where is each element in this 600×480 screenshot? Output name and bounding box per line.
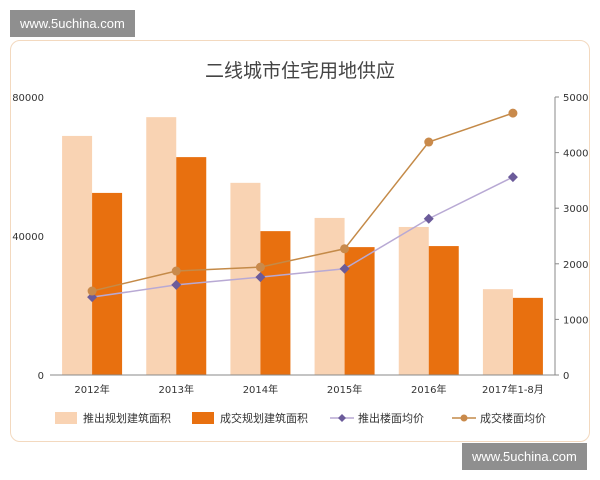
y-right-tick-label: 0	[563, 371, 569, 382]
x-tick-label: 2015年	[327, 383, 362, 396]
x-tick-label: 2014年	[243, 383, 278, 396]
line-sold-price	[91, 112, 514, 292]
bar-planned-1	[146, 117, 177, 375]
legend-label-2: 推出楼面均价	[358, 411, 424, 425]
point-planned-price-2	[255, 272, 266, 283]
legend-swatch-0	[55, 412, 77, 424]
bar-planned-3	[314, 217, 345, 375]
legend-marker-2	[338, 414, 346, 422]
point-planned-price-5	[507, 172, 518, 183]
point-planned-price-3	[339, 263, 350, 274]
x-tick-label: 2016年	[411, 383, 446, 396]
y-left-tick-label: 0	[38, 371, 44, 382]
point-planned-price-4	[423, 213, 434, 224]
point-sold-price-3	[340, 244, 350, 254]
y-right-tick-label: 3000	[563, 204, 588, 215]
legend-label-3: 成交楼面均价	[480, 411, 546, 425]
bar-planned-0	[62, 135, 93, 375]
x-tick-label: 2017年1-8月	[482, 383, 544, 396]
bar-planned-4	[398, 226, 429, 375]
y-left-tick-label: 80000	[12, 93, 44, 104]
bar-sold-4	[428, 246, 459, 375]
point-sold-price-1	[171, 266, 181, 276]
point-sold-price-0	[87, 286, 97, 296]
watermark-top: www.5uchina.com	[10, 10, 135, 37]
legend-swatch-1	[192, 412, 214, 424]
x-tick-label: 2012年	[74, 383, 109, 396]
legend-marker-3	[460, 414, 468, 422]
point-sold-price-5	[508, 108, 518, 118]
chart-frame	[10, 40, 590, 442]
y-left-tick-label: 40000	[12, 232, 44, 243]
bar-sold-2	[260, 231, 291, 375]
line-planned-price	[91, 176, 514, 298]
point-planned-price-1	[171, 279, 182, 290]
y-right-tick-label: 1000	[563, 315, 588, 326]
chart-title: 二线城市住宅用地供应	[205, 60, 395, 82]
point-sold-price-2	[255, 262, 265, 272]
y-right-tick-label: 4000	[563, 149, 588, 160]
bar-sold-0	[92, 192, 123, 375]
y-right-tick-label: 2000	[563, 260, 588, 271]
bar-sold-3	[344, 247, 375, 375]
legend-label-1: 成交规划建筑面积	[220, 411, 308, 425]
y-right-tick-label: 5000	[563, 93, 588, 104]
bar-sold-1	[176, 157, 207, 375]
bar-planned-5	[482, 289, 513, 375]
x-tick-label: 2013年	[159, 383, 194, 396]
watermark-bottom: www.5uchina.com	[462, 443, 587, 470]
bar-sold-5	[512, 297, 543, 375]
point-sold-price-4	[424, 137, 434, 147]
legend-label-0: 推出规划建筑面积	[83, 411, 171, 425]
